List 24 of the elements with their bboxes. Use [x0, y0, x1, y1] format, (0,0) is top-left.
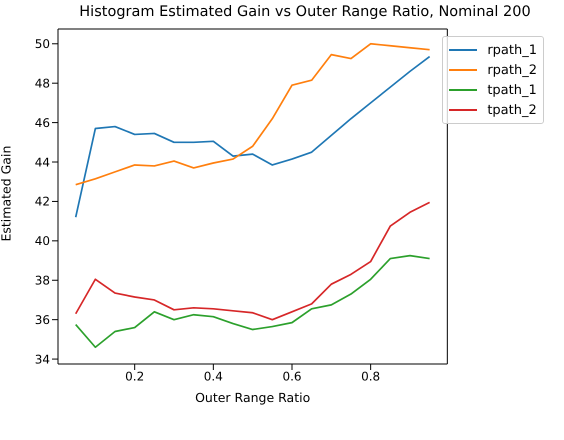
line-series — [74, 254, 430, 348]
legend-label: tpath_1 — [487, 82, 537, 98]
y-tick-label: 46 — [34, 116, 50, 130]
x-tick-label: 0.4 — [204, 370, 223, 384]
y-axis-title: Estimated Gain — [0, 146, 14, 242]
y-tick-label: 34 — [34, 352, 50, 366]
x-tick-label: 0.2 — [125, 370, 144, 384]
chart-title: Histogram Estimated Gain vs Outer Range Ratio, Nominal 200 — [78, 4, 532, 20]
y-tick-label: 44 — [34, 155, 50, 170]
x-tick-label: 0.6 — [282, 370, 302, 384]
x-axis-title: Outer Range Ratio — [195, 390, 310, 405]
y-tick-label: 38 — [34, 274, 50, 288]
line-series — [74, 42, 430, 186]
y-tick-label: 36 — [34, 312, 50, 327]
y-tick-label: 40 — [34, 234, 50, 248]
legend-label: rpath_2 — [487, 62, 537, 78]
y-tick-label: 42 — [34, 194, 50, 209]
y-tick-label: 50 — [34, 37, 50, 52]
legend-label: tpath_2 — [487, 102, 537, 118]
legend-label: rpath_1 — [487, 42, 537, 58]
line-series — [74, 202, 430, 321]
x-tick-label: 0.8 — [361, 370, 380, 384]
line-series — [74, 56, 430, 218]
y-tick-label: 48 — [34, 76, 50, 90]
